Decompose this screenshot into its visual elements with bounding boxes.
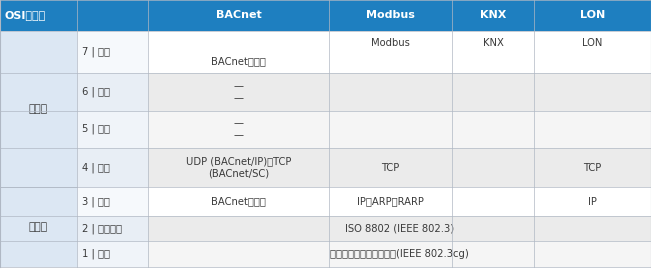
- Text: TCP: TCP: [583, 162, 602, 173]
- Bar: [148, 148, 651, 187]
- Bar: [77, 31, 148, 73]
- Text: BACnet网络层: BACnet网络层: [211, 197, 266, 207]
- Text: 介质层: 介质层: [29, 222, 48, 232]
- Text: OSI模型层: OSI模型层: [5, 10, 46, 20]
- Text: LON: LON: [580, 10, 605, 20]
- Bar: [77, 241, 148, 267]
- Bar: [0, 0, 651, 31]
- Bar: [148, 111, 651, 148]
- Text: 7 | 应用: 7 | 应用: [82, 47, 110, 58]
- Text: —: —: [234, 118, 243, 128]
- Text: —: —: [234, 93, 243, 103]
- Text: 6 | 展示: 6 | 展示: [82, 87, 110, 97]
- Bar: [148, 241, 651, 267]
- Text: 屏蔽或非屏蔽单条双绞线(IEEE 802.3cg): 屏蔽或非屏蔽单条双绞线(IEEE 802.3cg): [330, 249, 469, 259]
- Text: 2 | 数据链路: 2 | 数据链路: [82, 223, 122, 234]
- Text: Modbus: Modbus: [366, 10, 415, 20]
- Text: IP: IP: [588, 197, 597, 207]
- Text: ISO 8802 (IEEE 802.3): ISO 8802 (IEEE 802.3): [345, 224, 454, 233]
- Text: 主机层: 主机层: [29, 104, 48, 114]
- Bar: [77, 148, 148, 187]
- Text: IP、ARP、RARP: IP、ARP、RARP: [357, 197, 424, 207]
- Bar: [148, 216, 651, 241]
- Text: (BACnet/SC): (BACnet/SC): [208, 168, 269, 179]
- Bar: [0, 31, 77, 187]
- Text: —: —: [234, 81, 243, 91]
- Bar: [77, 216, 148, 241]
- Text: BACnet应用层: BACnet应用层: [211, 56, 266, 66]
- Text: LON: LON: [582, 38, 603, 48]
- Text: KNX: KNX: [480, 10, 506, 20]
- Text: UDP (BACnet/IP)、TCP: UDP (BACnet/IP)、TCP: [186, 157, 291, 167]
- Text: Modbus: Modbus: [371, 38, 410, 48]
- Text: 4 | 传输: 4 | 传输: [82, 162, 110, 173]
- Text: 1 | 物理: 1 | 物理: [82, 249, 110, 259]
- Text: KNX: KNX: [482, 38, 504, 48]
- Bar: [148, 31, 651, 73]
- Bar: [148, 187, 651, 216]
- Text: 3 | 网络: 3 | 网络: [82, 196, 110, 207]
- Bar: [77, 111, 148, 148]
- Bar: [77, 73, 148, 111]
- Text: —: —: [234, 130, 243, 140]
- Bar: [148, 73, 651, 111]
- Text: TCP: TCP: [381, 162, 400, 173]
- Bar: [0, 187, 77, 267]
- Bar: [77, 187, 148, 216]
- Text: 5 | 会话: 5 | 会话: [82, 124, 110, 134]
- Text: BACnet: BACnet: [215, 10, 262, 20]
